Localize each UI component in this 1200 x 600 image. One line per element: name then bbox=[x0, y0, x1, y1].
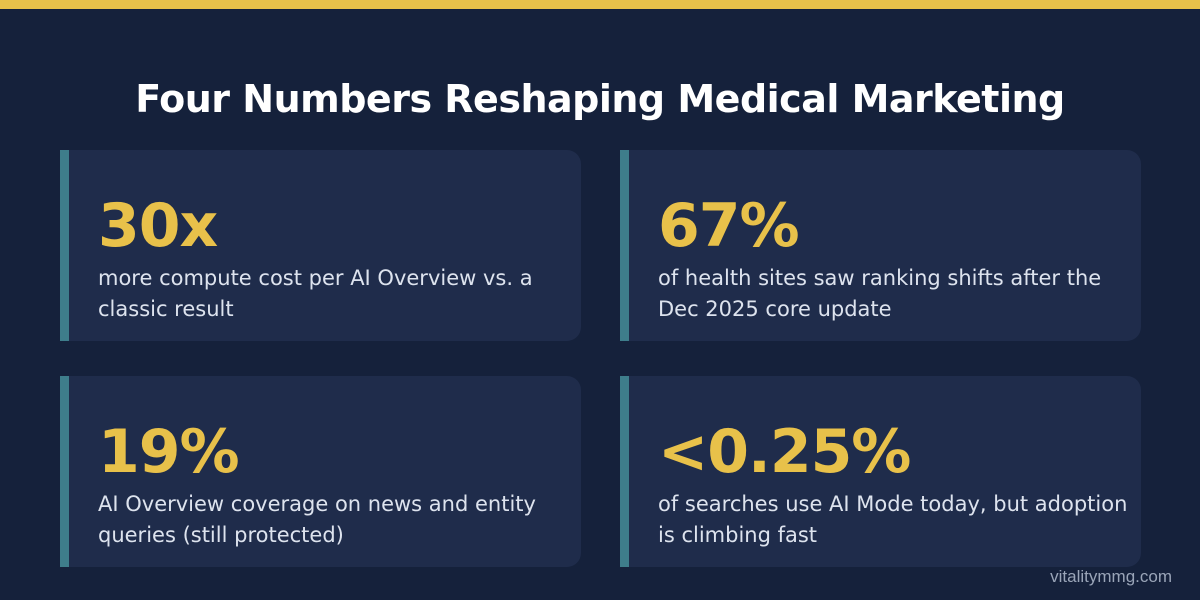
stat-card-ai-mode-usage: <0.25% of searches use AI Mode today, bu… bbox=[620, 376, 1141, 567]
stat-value: 67% bbox=[658, 191, 800, 261]
top-accent-bar bbox=[0, 0, 1200, 9]
stat-description: of health sites saw ranking shifts after… bbox=[658, 266, 1102, 321]
footer-domain: vitalitymmg.com bbox=[1050, 567, 1172, 586]
stat-description: AI Overview coverage on news and entity … bbox=[98, 492, 536, 547]
card-accent-bar bbox=[60, 376, 69, 567]
stat-card-compute-cost: 30x more compute cost per AI Overview vs… bbox=[60, 150, 581, 341]
stat-card-ranking-shifts: 67% of health sites saw ranking shifts a… bbox=[620, 150, 1141, 341]
page-title: Four Numbers Reshaping Medical Marketing bbox=[135, 77, 1065, 122]
stat-description: of searches use AI Mode today, but adopt… bbox=[658, 492, 1128, 547]
stat-value: 30x bbox=[98, 191, 218, 261]
stat-value: <0.25% bbox=[658, 417, 911, 487]
card-accent-bar bbox=[620, 150, 629, 341]
card-accent-bar bbox=[620, 376, 629, 567]
stat-card-overview-coverage: 19% AI Overview coverage on news and ent… bbox=[60, 376, 581, 567]
stat-description: more compute cost per AI Overview vs. a … bbox=[98, 266, 533, 321]
stat-value: 19% bbox=[98, 417, 240, 487]
card-accent-bar bbox=[60, 150, 69, 341]
